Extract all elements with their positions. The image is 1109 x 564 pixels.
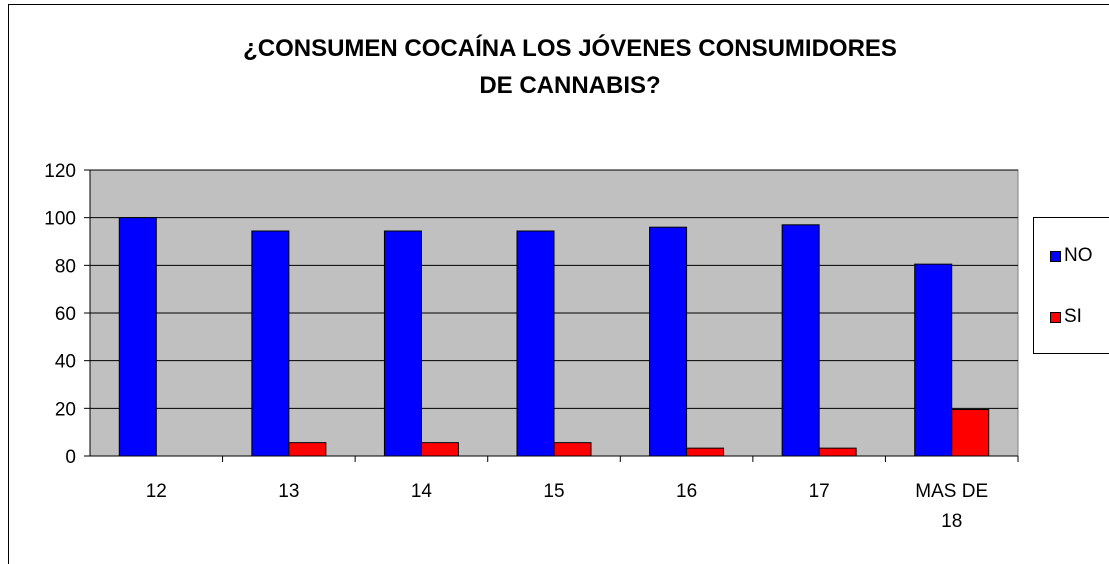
legend-swatch-no (1050, 251, 1061, 262)
x-tick-label: 13 (278, 481, 299, 502)
bar-si (687, 448, 724, 456)
y-tick-label: 0 (65, 447, 76, 468)
bar-si (554, 443, 591, 456)
legend-label-si: SI (1064, 306, 1082, 328)
y-tick-label: 20 (55, 399, 76, 420)
bar-no (517, 231, 554, 456)
y-tick-label: 100 (44, 209, 76, 230)
legend-item-no: NO (1050, 246, 1093, 266)
x-tick-label: 17 (809, 481, 830, 502)
y-tick-label: 40 (55, 352, 76, 373)
x-tick-label: 15 (543, 481, 564, 502)
x-tick-label: 16 (676, 481, 697, 502)
bar-no (252, 231, 289, 456)
bar-si (421, 443, 458, 456)
x-tick-label: 12 (146, 481, 167, 502)
bar-no (915, 264, 952, 456)
bar-si (289, 443, 326, 456)
legend: NO SI (1033, 217, 1109, 354)
y-tick-label: 80 (55, 256, 76, 277)
bar-si (952, 410, 989, 456)
bar-si (819, 448, 856, 456)
y-tick-label: 120 (44, 161, 76, 182)
bar-no (650, 227, 687, 456)
bar-no (119, 218, 156, 456)
legend-swatch-si (1050, 312, 1061, 323)
x-tick-label: MAS DE 18 (915, 481, 988, 532)
y-tick-label: 60 (55, 304, 76, 325)
bar-no (384, 231, 421, 456)
x-tick-label: 14 (411, 481, 433, 502)
bar-no (782, 225, 819, 456)
legend-label-no: NO (1064, 245, 1093, 267)
legend-item-si: SI (1050, 307, 1082, 327)
